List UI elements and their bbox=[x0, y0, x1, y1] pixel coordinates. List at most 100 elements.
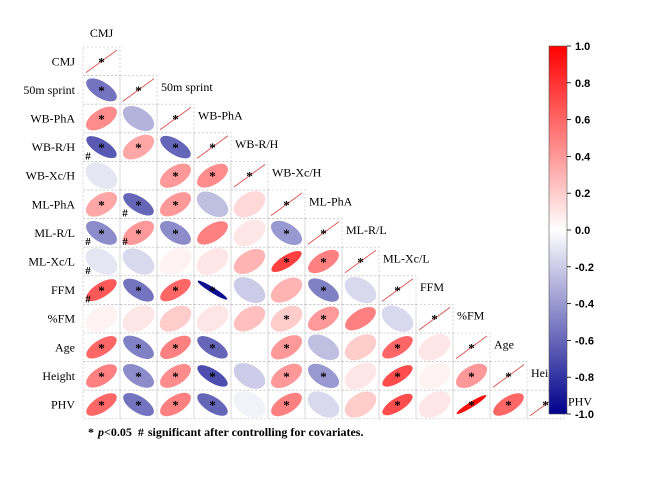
diagonal-marker: * bbox=[394, 283, 401, 298]
legend-hash-text: significant after controlling for covari… bbox=[148, 425, 364, 439]
col-label-age: Age bbox=[494, 337, 514, 351]
row-label-phv: PHV bbox=[51, 398, 75, 412]
ellipse-wb-r-h-wb-pha bbox=[160, 135, 191, 159]
col-label-ml-r-l: ML-R/L bbox=[346, 223, 387, 237]
ellipse-ml-r-l-wb-pha bbox=[160, 220, 191, 245]
cell-border bbox=[82, 246, 121, 277]
cell-border bbox=[119, 304, 158, 334]
ellipse-fm-50m-sprint bbox=[122, 305, 155, 333]
star-marker: * bbox=[468, 398, 475, 413]
cell-border bbox=[341, 332, 380, 362]
row-label-50m-sprint: 50m sprint bbox=[23, 83, 75, 97]
cell-border bbox=[230, 218, 269, 248]
ellipse-height-ml-r-l bbox=[307, 363, 340, 389]
ellipse-wb-xc-h-wb-r-h bbox=[197, 163, 228, 188]
colorbar-tick-label: 0.6 bbox=[575, 115, 590, 127]
row-label-height: Height bbox=[42, 369, 75, 383]
colorbar-tick-label: -0.4 bbox=[575, 299, 595, 311]
ellipse-phv-height bbox=[493, 393, 524, 416]
ellipse-height-ffm bbox=[382, 365, 413, 387]
cell-border bbox=[230, 246, 269, 277]
cell-border bbox=[378, 389, 417, 420]
col-label-ml-xc-l: ML-Xc/L bbox=[383, 252, 430, 266]
cell-border bbox=[119, 132, 158, 162]
cell-border bbox=[119, 275, 158, 305]
cell-border bbox=[378, 361, 417, 391]
diagonal-line bbox=[381, 278, 414, 302]
diagonal-marker: * bbox=[135, 83, 142, 98]
hash-marker: # bbox=[85, 265, 91, 277]
cell-border bbox=[452, 389, 491, 420]
star-marker: * bbox=[209, 369, 216, 384]
cell-border bbox=[119, 361, 158, 391]
cell-border bbox=[82, 189, 121, 219]
star-marker: * bbox=[172, 169, 179, 184]
ellipse-height-cmj bbox=[86, 364, 117, 388]
star-marker: * bbox=[283, 340, 290, 355]
diagonal-line bbox=[307, 221, 340, 245]
star-marker: * bbox=[135, 369, 142, 384]
cell-border bbox=[452, 361, 491, 391]
cell-border bbox=[156, 218, 195, 248]
ellipse-ml-xc-l-ml-pha bbox=[271, 250, 302, 273]
cell-border bbox=[119, 389, 158, 420]
ellipse-ml-r-l-ml-pha bbox=[270, 220, 303, 246]
legend-text: * p<0.05 # significant after controlling fo… bbox=[88, 425, 363, 439]
star-marker: * bbox=[98, 283, 105, 298]
ellipse-wb-xc-h-wb-pha bbox=[159, 163, 192, 188]
star-marker: * bbox=[209, 283, 216, 298]
cell-border bbox=[156, 103, 195, 134]
col-label-ffm: FFM bbox=[420, 280, 444, 294]
star-marker: * bbox=[394, 398, 401, 413]
star-marker: * bbox=[283, 255, 290, 270]
cell-border bbox=[82, 275, 121, 305]
cell-border bbox=[341, 275, 380, 305]
cell-border bbox=[341, 246, 380, 277]
ellipse-wb-r-h-cmj bbox=[86, 136, 117, 159]
star-marker: * bbox=[209, 340, 216, 355]
significance-legend: * p<0.05 # significant after controlling fo… bbox=[88, 425, 363, 439]
cell-border bbox=[119, 103, 158, 134]
ellipse-height-wb-xc-h bbox=[233, 362, 266, 389]
cell-border bbox=[452, 332, 491, 362]
cell-border bbox=[230, 304, 269, 334]
ellipse-height-ml-xc-l bbox=[344, 362, 377, 390]
star-marker: * bbox=[283, 226, 290, 241]
col-label-ml-pha: ML-PhA bbox=[309, 194, 353, 208]
ellipse-age-wb-pha bbox=[160, 335, 191, 359]
ellipse-age-wb-r-h bbox=[197, 336, 228, 359]
star-marker: * bbox=[98, 140, 105, 155]
ellipse-wb-r-h-50m-sprint bbox=[122, 134, 155, 160]
cell-border bbox=[415, 304, 454, 334]
hash-marker: # bbox=[122, 208, 128, 220]
cell-border bbox=[230, 361, 269, 391]
legend-threshold: <0.05 bbox=[104, 425, 132, 439]
ellipse-phv-wb-r-h bbox=[197, 393, 228, 416]
ellipse-fm-ml-r-l bbox=[307, 306, 340, 331]
ellipse-phv-ml-r-l bbox=[307, 391, 340, 418]
star-marker: * bbox=[468, 369, 475, 384]
legend-hash: # bbox=[138, 425, 144, 439]
cell-border bbox=[304, 218, 343, 248]
ellipse-ml-pha-50m-sprint bbox=[123, 193, 154, 216]
cell-border bbox=[415, 389, 454, 420]
star-marker: * bbox=[98, 340, 105, 355]
ellipse-height-fm bbox=[418, 362, 451, 390]
matrix-labels: CMJ CMJ 50m sprint 50m sprint WB-PhA WB-PhA WB… bbox=[23, 26, 592, 412]
cell-border bbox=[267, 332, 306, 362]
cell-border bbox=[341, 389, 380, 420]
star-marker: * bbox=[172, 226, 179, 241]
cell-border bbox=[230, 389, 269, 420]
cell-border bbox=[82, 75, 121, 105]
ellipse-ml-pha-wb-xc-h bbox=[233, 191, 266, 218]
cell-border bbox=[193, 189, 232, 219]
ellipse-50m-sprint-cmj bbox=[86, 78, 117, 102]
star-marker: * bbox=[98, 197, 105, 212]
col-label-50m-sprint: 50m sprint bbox=[161, 80, 213, 94]
ellipse-age-wb-xc-h bbox=[233, 333, 266, 362]
ellipse-phv-ml-pha bbox=[271, 392, 302, 417]
cell-border bbox=[156, 389, 195, 420]
star-marker: * bbox=[172, 340, 179, 355]
cell-border bbox=[82, 103, 121, 134]
colorbar-tick-label: 1.0 bbox=[575, 41, 590, 53]
